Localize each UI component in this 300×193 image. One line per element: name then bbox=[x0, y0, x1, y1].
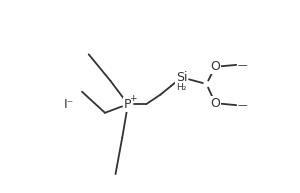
Text: O: O bbox=[210, 60, 220, 73]
Text: I⁻: I⁻ bbox=[63, 98, 74, 111]
Text: H₂: H₂ bbox=[176, 83, 187, 92]
Text: +: + bbox=[129, 94, 136, 103]
Text: O: O bbox=[210, 97, 220, 110]
Text: Si: Si bbox=[176, 71, 188, 84]
Text: —: — bbox=[237, 100, 247, 110]
Text: P: P bbox=[124, 98, 132, 111]
Text: —: — bbox=[237, 60, 247, 70]
